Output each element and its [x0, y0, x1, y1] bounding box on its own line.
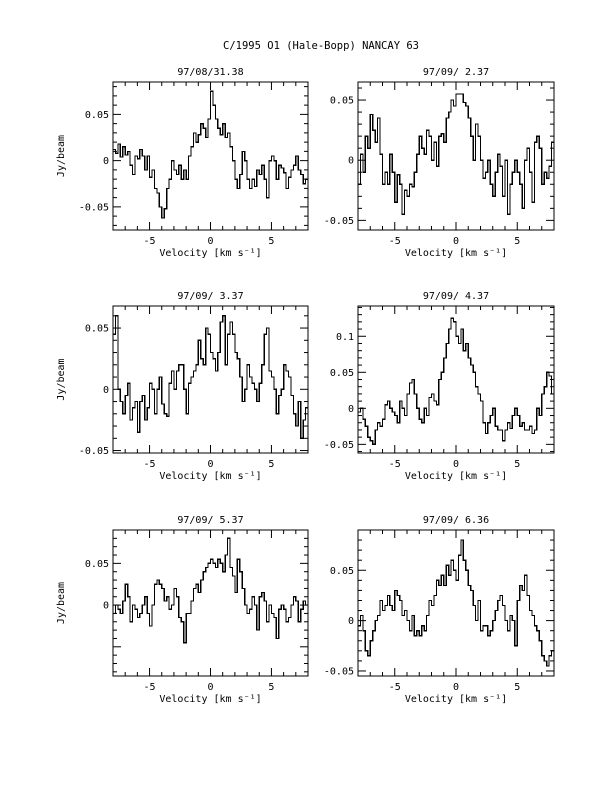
spectrum-panel: -5 0 5 0 0.05 97/09/ 5.37 Velocity [km s⁻¹] Jy/…	[56, 515, 309, 705]
y-tick-label: 0.05	[330, 368, 354, 379]
x-tick-label: 0	[453, 682, 459, 693]
x-tick-label: -5	[389, 682, 401, 693]
x-axis-label: Velocity [km s⁻¹]	[159, 694, 261, 705]
spectrum-panel: -5 0 5 -0.05 0 0.05 97/09/ 2.37 Velocity [km s⁻…	[324, 67, 555, 259]
x-tick-label: 0	[207, 236, 213, 247]
y-tick-label: 0.05	[85, 559, 109, 570]
panel-title: 97/09/ 4.37	[423, 291, 489, 302]
x-axis-label: Velocity [km s⁻¹]	[405, 694, 507, 705]
x-axis-label: Velocity [km s⁻¹]	[405, 471, 507, 482]
x-tick-label: 5	[514, 459, 520, 470]
y-tick-label: -0.05	[324, 666, 354, 677]
x-tick-label: 0	[453, 459, 459, 470]
x-tick-label: 5	[268, 236, 274, 247]
x-tick-label: 5	[268, 459, 274, 470]
x-tick-label: 0	[453, 236, 459, 247]
y-tick-label: 0.05	[330, 96, 354, 107]
spectrum-line	[113, 90, 308, 219]
x-axis-label: Velocity [km s⁻¹]	[405, 248, 507, 259]
x-tick-label: 5	[514, 682, 520, 693]
y-tick-label: 0.05	[85, 110, 109, 121]
y-tick-label: 0	[348, 404, 354, 415]
x-tick-label: -5	[144, 236, 156, 247]
spectrum-line	[358, 93, 554, 215]
y-tick-label: 0	[103, 156, 109, 167]
spectrum-panel: -5 0 5 -0.05 0 0.05 0.1 97/09/ 4.37 Velocity [km…	[324, 291, 555, 482]
x-tick-label: 0	[207, 459, 213, 470]
panel-title: 97/09/ 3.37	[177, 291, 243, 302]
y-axis-label: Jy/beam	[56, 358, 67, 400]
y-tick-label: 0.05	[330, 566, 354, 577]
x-tick-label: -5	[144, 682, 156, 693]
x-axis-label: Velocity [km s⁻¹]	[159, 471, 261, 482]
y-tick-label: -0.05	[324, 216, 354, 227]
x-tick-label: 5	[514, 236, 520, 247]
figure-title: C/1995 O1 (Hale-Bopp) NANCAY 63	[223, 40, 419, 52]
y-tick-label: 0	[348, 156, 354, 167]
x-tick-label: 5	[268, 682, 274, 693]
plot-frame	[112, 529, 309, 677]
spectrum-line	[358, 317, 554, 445]
spectrum-line	[113, 537, 308, 644]
y-tick-label: -0.05	[324, 440, 354, 451]
y-axis-label: Jy/beam	[56, 582, 67, 624]
plot-frame	[112, 305, 309, 454]
panel-title: 97/09/ 5.37	[177, 515, 243, 526]
panel-title: 97/09/ 2.37	[423, 67, 489, 78]
y-tick-label: 0.1	[336, 332, 354, 343]
spectrum-panel: -5 0 5 -0.05 0 0.05 97/09/ 6.36 Velocity [km s⁻…	[324, 515, 555, 705]
x-tick-label: -5	[389, 236, 401, 247]
y-axis-label: Jy/beam	[56, 135, 67, 177]
y-tick-label: -0.05	[79, 446, 109, 457]
panel-title: 97/09/ 6.36	[423, 515, 489, 526]
x-tick-label: -5	[389, 459, 401, 470]
spectrum-line	[113, 315, 308, 439]
panel-title: 97/08/31.38	[177, 67, 243, 78]
x-tick-label: 0	[207, 682, 213, 693]
y-tick-label: 0	[103, 385, 109, 396]
y-tick-label: -0.05	[79, 202, 109, 213]
y-tick-label: 0.05	[85, 324, 109, 335]
x-tick-label: -5	[144, 459, 156, 470]
spectrum-panel: -5 0 5 -0.05 0 0.05 97/09/ 3.37 Velocity [km s⁻…	[56, 291, 309, 482]
y-tick-label: 0	[348, 616, 354, 627]
y-tick-label: 0	[103, 601, 109, 612]
x-axis-label: Velocity [km s⁻¹]	[159, 248, 261, 259]
spectrum-panel: -5 0 5 -0.05 0 0.05 97/08/31.38 Velocity [km s⁻…	[56, 67, 309, 259]
spectrum-line	[358, 539, 554, 667]
